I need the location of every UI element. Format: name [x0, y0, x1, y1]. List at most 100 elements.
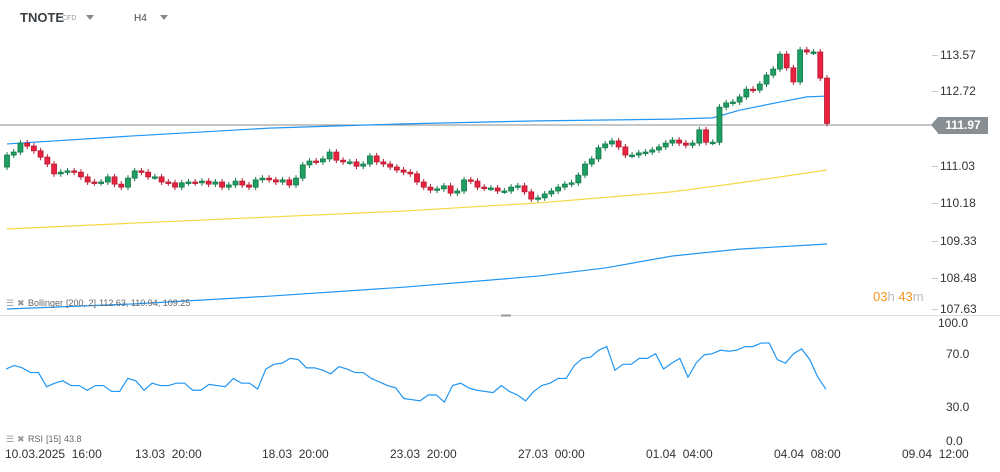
price-tick-label: 108.48 [940, 271, 977, 285]
candle-bullish [723, 102, 730, 108]
candle-bearish [219, 181, 225, 188]
candle-bearish [790, 67, 797, 83]
candle-bearish [373, 155, 380, 163]
candle-bearish [44, 156, 51, 165]
settings-icon[interactable]: ☰ [6, 433, 15, 444]
candle-bearish [528, 191, 535, 200]
candle-bearish [145, 171, 152, 178]
candle-bearish [703, 129, 709, 143]
price-tick-label: 111.03 [940, 159, 975, 173]
candle-bearish [494, 187, 501, 192]
price-tick-label: 113.57 [940, 48, 976, 62]
candle-bearish [387, 163, 394, 168]
candle-bullish [541, 193, 548, 199]
candle-bullish [488, 187, 494, 190]
candle-bullish [434, 188, 441, 191]
candle-bullish [151, 176, 158, 179]
candle-bullish [797, 49, 804, 83]
candle-bearish [91, 181, 98, 184]
candle-bearish [30, 145, 37, 152]
candle-bullish [649, 149, 656, 153]
candle-bullish [501, 190, 508, 193]
candle-bullish [360, 163, 367, 167]
candle-bearish [239, 180, 246, 186]
time-tick-label: 10.03.2025 16:00 [5, 447, 102, 461]
candle-bullish [555, 186, 562, 192]
candle-bearish [51, 163, 57, 175]
candle-bearish [414, 173, 420, 183]
candle-bullish [696, 129, 703, 144]
candle-bullish [185, 181, 192, 184]
candle-bearish [266, 177, 273, 181]
candle-bearish [682, 142, 689, 146]
price-tick-mark [932, 166, 938, 167]
candle-bullish [104, 176, 111, 183]
candle-bullish [770, 68, 777, 76]
candle-bullish [561, 183, 568, 188]
candle-bearish [824, 77, 830, 124]
bollinger-legend: ☰ ✖ Bollinger [200, 2] 112.63, 110.94, 1… [6, 298, 190, 308]
price-tick-mark [932, 309, 938, 310]
candle-bearish [481, 186, 488, 190]
candle-bullish [535, 197, 541, 200]
candle-bullish [367, 155, 373, 165]
candle-bullish [252, 179, 259, 188]
candle-bullish [662, 142, 669, 148]
candle-bearish [340, 159, 346, 163]
candle-bullish [293, 177, 299, 186]
candle-bullish [199, 180, 205, 184]
symbol-dropdown-icon[interactable] [86, 15, 94, 20]
candle-bullish [763, 74, 770, 85]
price-tick-label: 107.63 [940, 302, 977, 316]
candle-bearish [78, 171, 84, 178]
price-tick-mark [932, 55, 938, 56]
candle-bullish [279, 179, 286, 183]
candle-bearish [24, 142, 31, 147]
candle-bearish [467, 179, 474, 182]
candle-bearish [521, 185, 528, 193]
candle-bullish [568, 182, 575, 185]
countdown-hours: 03 [873, 289, 888, 304]
candle-bullish [575, 174, 582, 184]
timeframe-selector[interactable]: H4 [134, 13, 147, 24]
rsi-value: 43.8 [64, 434, 82, 444]
close-icon[interactable]: ✖ [17, 297, 25, 308]
candle-bearish [71, 170, 78, 173]
candle-bullish [131, 170, 138, 179]
candle-bullish [548, 190, 555, 195]
candle-bullish [10, 151, 17, 156]
candle-bullish [514, 185, 521, 188]
candle-bearish [172, 182, 178, 188]
candle-bullish [736, 96, 743, 103]
settings-icon[interactable]: ☰ [6, 297, 15, 308]
candle-bearish [353, 161, 360, 167]
rsi-tick-label: 100.0 [938, 316, 969, 330]
candle-bearish [118, 183, 125, 188]
timeframe-dropdown-icon[interactable] [160, 15, 168, 20]
candle-bullish [440, 185, 447, 190]
candle-bearish [165, 181, 172, 184]
candle-bullish [17, 142, 24, 153]
candle-bullish [642, 151, 649, 154]
candle-countdown: 03h 43m [873, 289, 924, 304]
candle-bullish [212, 181, 219, 185]
bollinger-params: [200, 2] [66, 298, 97, 308]
bollinger-middle-band [6, 169, 828, 230]
rsi-line [5, 342, 827, 404]
candle-bearish [138, 170, 145, 173]
time-tick-label: 09.04 12:00 [902, 447, 969, 461]
candle-bearish [333, 151, 340, 161]
close-icon[interactable]: ✖ [17, 433, 25, 444]
countdown-h-unit: h [887, 289, 895, 304]
candle-bearish [783, 53, 790, 69]
price-tick-label: 109.33 [940, 234, 977, 248]
candle-bullish [730, 101, 736, 104]
candle-bullish [635, 152, 642, 156]
candle-bullish [306, 160, 313, 166]
symbol-name[interactable]: TNOTE [20, 10, 65, 25]
candle-bullish [582, 163, 588, 176]
candle-bullish [57, 171, 64, 175]
candle-bearish [420, 181, 427, 188]
price-tick-label: 110.18 [940, 196, 976, 210]
